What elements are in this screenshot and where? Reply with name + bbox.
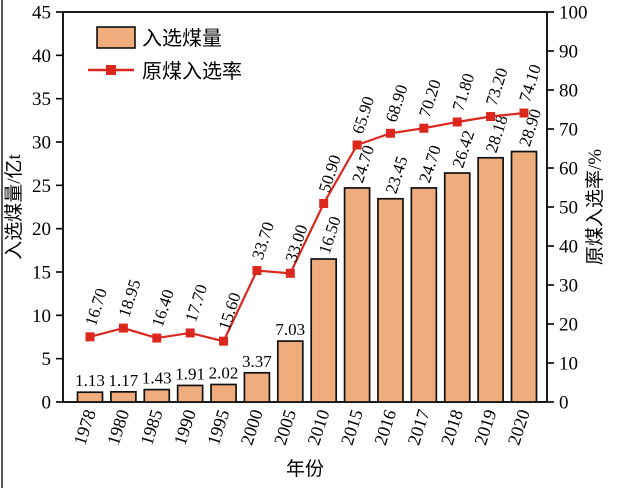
legend-bar-label: 入选煤量 — [142, 27, 222, 50]
bar — [343, 187, 371, 403]
right-tick-label: 70 — [559, 120, 578, 141]
bar-value-label: 16.50 — [315, 214, 345, 256]
right-tick-label: 80 — [559, 81, 578, 102]
left-tick-label: 20 — [32, 219, 51, 240]
line-point-marker — [252, 266, 262, 276]
x-tick-label: 1990 — [170, 407, 200, 447]
right-axis-title: 原煤入选率/% — [584, 149, 606, 265]
line-point-marker — [118, 323, 128, 333]
bar — [443, 172, 471, 403]
line-value-label: 16.70 — [81, 286, 111, 328]
legend-line-marker — [106, 65, 116, 75]
left-tick-label: 15 — [32, 263, 51, 284]
bar — [410, 187, 438, 403]
bar-value-label: 1.17 — [109, 371, 139, 390]
line-value-label: 17.70 — [181, 282, 211, 324]
x-tick-label: 2015 — [337, 407, 367, 447]
x-tick-label: 2000 — [237, 407, 267, 447]
bar — [210, 383, 237, 403]
line-point-marker — [519, 108, 529, 118]
left-tick-label: 30 — [32, 133, 51, 154]
x-tick-label: 1980 — [103, 407, 133, 447]
x-tick-label: 2019 — [470, 407, 500, 447]
x-tick-label: 2017 — [404, 407, 434, 447]
right-tick-label: 20 — [559, 315, 578, 336]
bar-value-label: 2.02 — [209, 363, 239, 382]
bar — [276, 340, 304, 403]
left-tick-label: 10 — [32, 306, 51, 327]
plot-frame — [62, 11, 548, 403]
legend-bar-swatch — [96, 26, 136, 49]
left-axis-title: 入选煤量/亿t — [3, 154, 25, 260]
bar — [143, 388, 171, 403]
right-tick-label: 50 — [559, 198, 578, 219]
right-tick-label: 60 — [559, 159, 578, 180]
right-tick-label: 0 — [559, 393, 569, 414]
line-value-label: 65.90 — [348, 94, 378, 136]
line-point-marker — [185, 328, 195, 338]
line-point-marker — [85, 332, 95, 342]
rate-line — [89, 111, 525, 343]
left-tick-label: 45 — [32, 3, 51, 24]
bar — [176, 384, 204, 403]
x-tick-label: 1978 — [70, 407, 100, 447]
line-point-marker — [486, 112, 496, 122]
image-left-edge-line — [1, 0, 3, 488]
line-point-marker — [385, 128, 395, 138]
bar-value-label: 1.91 — [175, 364, 205, 383]
bar-value-label: 1.43 — [142, 369, 172, 388]
bar — [76, 391, 104, 403]
right-tick-label: 10 — [559, 354, 578, 375]
line-point-marker — [152, 333, 162, 343]
line-value-label: 73.20 — [482, 66, 512, 108]
bar-value-label: 24.70 — [415, 143, 445, 185]
bar-value-label: 7.03 — [275, 320, 305, 339]
x-tick-label: 2018 — [437, 407, 467, 447]
line-value-label: 16.40 — [148, 287, 178, 329]
right-tick-label: 30 — [559, 276, 578, 297]
right-tick-label: 90 — [559, 42, 578, 63]
right-tick-label: 100 — [559, 3, 588, 24]
line-point-marker — [452, 117, 462, 127]
line-value-label: 33.70 — [248, 220, 278, 262]
left-tick-label: 40 — [32, 46, 51, 67]
line-value-label: 74.10 — [515, 62, 545, 104]
right-tick-label: 40 — [559, 237, 578, 258]
line-point-marker — [285, 268, 295, 278]
bar-value-label: 3.37 — [242, 352, 272, 371]
left-tick-label: 0 — [42, 393, 52, 414]
bar — [510, 150, 538, 403]
line-value-label: 15.60 — [215, 290, 245, 332]
x-tick-label: 2010 — [303, 407, 333, 447]
line-value-label: 70.20 — [415, 77, 445, 119]
x-tick-label: 2016 — [370, 407, 400, 447]
bar — [110, 391, 137, 403]
left-tick-label: 25 — [32, 176, 51, 197]
left-tick-label: 35 — [32, 89, 51, 110]
bar — [310, 258, 338, 403]
x-tick-label: 1995 — [203, 407, 233, 447]
bar — [477, 156, 504, 403]
x-tick-label: 1985 — [136, 407, 166, 447]
x-tick-label: 2005 — [270, 407, 300, 447]
line-value-label: 71.80 — [448, 71, 478, 113]
x-tick-label: 2020 — [504, 407, 534, 447]
line-point-marker — [319, 198, 329, 208]
bar-value-label: 1.13 — [75, 371, 105, 390]
bar — [377, 197, 404, 403]
line-value-label: 18.95 — [115, 277, 145, 319]
line-point-marker — [419, 123, 429, 133]
left-tick-label: 5 — [42, 349, 52, 370]
line-value-label: 33.00 — [282, 222, 312, 264]
line-point-marker — [352, 140, 362, 150]
bar-value-label: 26.42 — [448, 128, 478, 170]
bar-value-label: 23.45 — [382, 154, 412, 196]
x-axis-title: 年份 — [286, 458, 324, 480]
legend-line-label: 原煤入选率 — [142, 60, 242, 83]
line-value-label: 68.90 — [382, 82, 412, 124]
bar — [243, 371, 271, 403]
line-point-marker — [219, 336, 229, 346]
